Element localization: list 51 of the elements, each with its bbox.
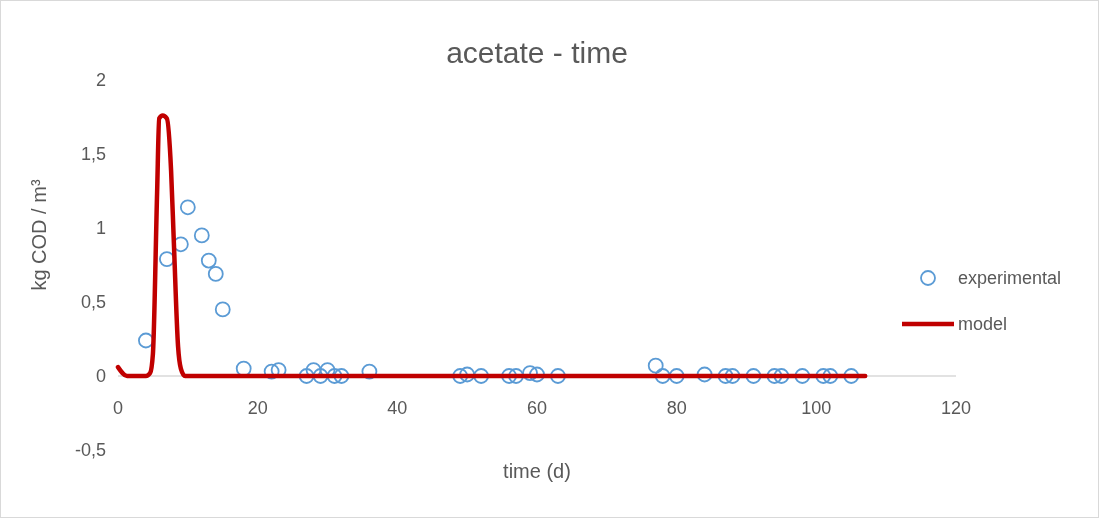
point [459,366,476,383]
point [312,368,329,384]
x-tick-label: 40 [387,398,408,418]
point [696,366,713,383]
legend-label: experimental [958,268,1062,289]
y-tick-label: 1,5 [80,144,106,165]
point [550,368,566,384]
point [745,368,762,384]
y-axis-title: kg COD / m³ [28,179,50,291]
point [361,363,378,380]
point [333,368,350,384]
point [207,265,224,282]
y-tick-label: -0,5 [74,440,106,461]
x-tick-label: 20 [247,398,268,418]
y-tick-label: 2 [95,70,106,91]
point [326,368,343,384]
point [501,368,517,384]
x-tick-label: 100 [801,398,832,418]
x-tick-label: 80 [666,398,687,418]
point [473,368,490,384]
point [263,363,280,380]
point [654,368,671,384]
point [179,199,196,216]
point [214,301,231,318]
y-tick-label: 0 [95,366,106,387]
point [647,357,664,374]
point [529,366,545,383]
x-axis-title: time (d) [503,460,571,482]
legend-label: model [958,314,1008,335]
y-tick-label: 0,5 [80,292,106,313]
x-tick-label: 0 [112,398,124,418]
point [794,368,811,384]
point [508,368,524,384]
x-tick-label: 120 [940,398,972,418]
point [522,365,538,381]
point [717,368,734,384]
point [815,368,832,384]
point [298,368,315,384]
line-series [115,113,868,379]
point [766,368,783,384]
chart-title: acetate - time [446,36,628,69]
point [452,368,469,384]
point [200,252,217,269]
y-tick-label: 1 [95,218,106,239]
point [822,368,839,384]
point [843,368,860,384]
point [773,368,790,384]
x-tick-label: 60 [526,398,548,418]
point [193,227,210,244]
point [668,368,685,384]
point [724,368,741,384]
